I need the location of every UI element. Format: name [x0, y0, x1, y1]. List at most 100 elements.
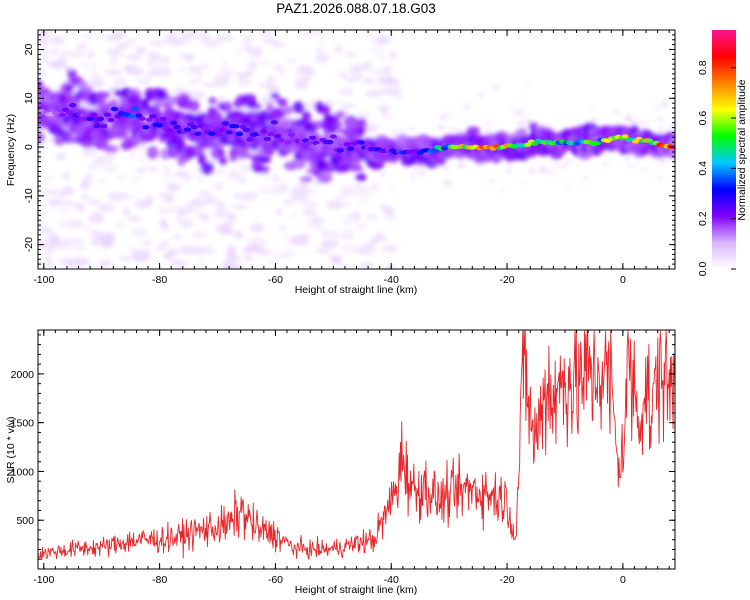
spectrogram-peak — [343, 142, 351, 147]
spectrogram-cell — [341, 243, 360, 254]
spectrogram-cell — [38, 262, 44, 268]
spectrogram-cell — [218, 156, 228, 166]
spectrogram-peak — [336, 148, 344, 153]
spectrogram-cell — [98, 259, 113, 266]
x-tick-label: -80 — [152, 574, 167, 586]
spectrogram-cell — [392, 84, 401, 89]
spectrogram-cell — [222, 35, 235, 41]
spectrogram-cell — [372, 39, 385, 45]
spectrogram-cell — [525, 118, 533, 125]
spectrogram-cell — [72, 246, 88, 251]
spectrogram-cell — [301, 110, 311, 122]
spectrogram-cell — [146, 146, 159, 160]
spectrogram-cell — [116, 175, 128, 180]
colorbar-tick-label: 0.6 — [697, 111, 709, 126]
spectrogram-cell — [123, 63, 131, 72]
spectrogram-cell — [122, 207, 131, 217]
spectrogram-cell — [489, 179, 496, 184]
spectrogram-cell — [91, 60, 99, 71]
spectrogram-cell — [321, 239, 339, 248]
spectrogram-cell — [335, 110, 346, 119]
spectrogram-cell — [203, 82, 219, 88]
spectrogram-cell — [109, 55, 118, 66]
spectrogram-cell — [44, 249, 52, 257]
spectrogram-cell — [100, 91, 112, 98]
spectrogram-cell — [444, 113, 452, 117]
spectrogram-cell — [662, 102, 670, 109]
snr-series-line — [38, 330, 675, 561]
y-tick-label: 1000 — [11, 466, 35, 478]
spectrogram-cell — [162, 199, 178, 205]
spectrogram-cell — [383, 65, 394, 74]
spectrogram-cell — [284, 234, 294, 239]
y-tick-label: 500 — [16, 515, 34, 527]
spectrogram-peak — [281, 122, 289, 127]
spectrogram-cell — [118, 255, 132, 262]
spectrogram-cell — [342, 216, 352, 226]
spectrogram-cell — [656, 176, 662, 181]
spectrogram-cell — [369, 157, 385, 171]
spectrogram-cell — [215, 201, 227, 211]
spectrogram-cell — [61, 186, 75, 196]
spectrogram-cell — [292, 101, 305, 114]
spectrogram-cell — [145, 59, 159, 68]
spectrogram-peak — [194, 131, 202, 136]
spectrogram-cell — [136, 78, 150, 85]
spectrogram-peak — [232, 124, 240, 129]
spectrogram-cell — [98, 203, 115, 213]
figure-title: PAZ1.2026.088.07.18.G03 — [276, 1, 436, 16]
spectrogram-cell — [270, 92, 280, 100]
x-tick-label: 0 — [620, 274, 626, 286]
spectrogram-cell — [66, 69, 78, 77]
spectrogram-cell — [640, 119, 650, 126]
spectrogram-cell — [156, 93, 171, 101]
spectrogram-cell — [340, 164, 351, 173]
spectrogram-cell — [152, 65, 170, 71]
spectrogram-cell — [153, 51, 161, 61]
y-tick-label: -10 — [23, 188, 35, 203]
spectrogram-peak — [145, 117, 153, 122]
spectrogram-cell — [500, 160, 505, 165]
spectrogram-cell — [225, 254, 239, 262]
spectrogram-cell — [340, 201, 352, 208]
spectrogram-cell — [79, 181, 91, 190]
spectrogram-cell — [132, 227, 148, 237]
spectrogram-cell — [172, 234, 182, 240]
spectrogram-cell — [339, 88, 355, 96]
spectrogram-cell — [95, 159, 114, 167]
spectrogram-peak — [263, 136, 271, 142]
spectrogram-cell — [170, 259, 187, 267]
spectrogram-cell — [297, 32, 308, 39]
spectrogram-peak — [131, 106, 139, 111]
spectrogram-peak — [277, 137, 285, 143]
x-tick-label: -60 — [268, 274, 283, 286]
spectrogram-cell — [166, 38, 184, 46]
spectrogram-cell — [379, 171, 387, 177]
spectrogram-peak — [156, 123, 164, 128]
spectrogram-cell — [145, 71, 153, 81]
spectrogram-cell — [115, 42, 129, 50]
colorbar-gradient — [712, 30, 736, 269]
spectrogram-cell — [317, 172, 333, 184]
spectrogram-cell — [517, 121, 527, 127]
spectrogram-cell — [161, 165, 171, 176]
spectrogram-cell — [626, 165, 637, 169]
spectrogram-cell — [49, 60, 67, 69]
spectrogram-cell — [520, 180, 526, 185]
spectrogram-peak — [159, 116, 167, 122]
spectrogram-cell — [249, 223, 265, 233]
spectrogram-cell — [204, 197, 218, 204]
spectrogram-cell — [262, 37, 274, 45]
x-tick-label: -100 — [33, 574, 54, 586]
x-tick-label: -20 — [499, 574, 514, 586]
spectrogram-cell — [190, 231, 208, 239]
spectrogram-cell — [81, 224, 93, 231]
y-tick-label: 20 — [23, 44, 35, 56]
spectrogram-cell — [340, 228, 356, 238]
spectrogram-peak — [239, 124, 247, 130]
spectrogram-cell — [208, 97, 218, 105]
spectrogram-x-axis: -100 -80 -60 -40 -20 0 — [33, 30, 670, 286]
snr-panel: -100 -80 -60 -40 -20 0 500 1000 1500 2000 Height… — [5, 329, 676, 596]
spectrogram-cell — [509, 107, 517, 112]
